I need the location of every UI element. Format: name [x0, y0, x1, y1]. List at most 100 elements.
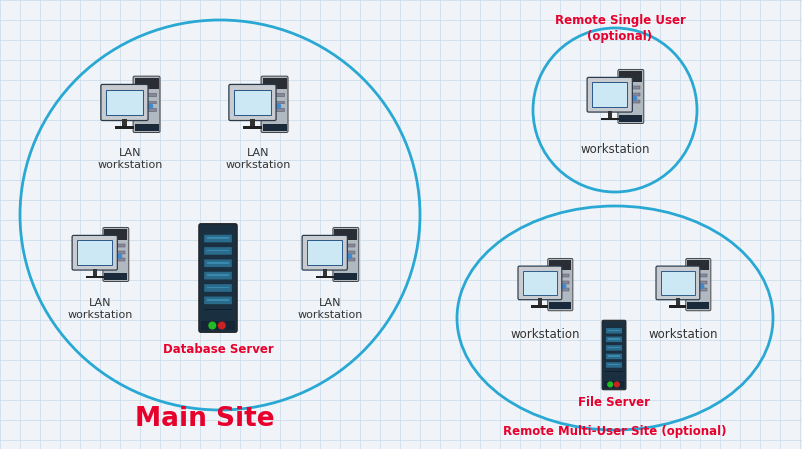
FancyBboxPatch shape	[135, 123, 158, 131]
Bar	[106, 90, 143, 115]
Bar	[107, 258, 124, 260]
Bar	[322, 269, 326, 276]
Bar	[250, 119, 254, 127]
Bar	[607, 110, 611, 118]
Bar	[669, 305, 686, 308]
FancyBboxPatch shape	[204, 247, 232, 255]
Bar	[137, 101, 156, 103]
FancyBboxPatch shape	[517, 266, 561, 299]
FancyBboxPatch shape	[606, 362, 622, 368]
Circle shape	[699, 284, 703, 288]
FancyBboxPatch shape	[655, 266, 699, 299]
FancyBboxPatch shape	[618, 71, 642, 82]
Bar	[689, 274, 706, 277]
FancyBboxPatch shape	[333, 228, 358, 282]
FancyBboxPatch shape	[135, 78, 158, 89]
FancyBboxPatch shape	[199, 224, 237, 332]
Circle shape	[561, 284, 565, 288]
Bar	[531, 305, 548, 308]
FancyBboxPatch shape	[262, 123, 286, 131]
Bar	[689, 288, 706, 291]
Bar	[206, 286, 229, 288]
Bar	[337, 258, 354, 260]
FancyBboxPatch shape	[549, 303, 571, 309]
Text: LAN
workstation: LAN workstation	[67, 298, 132, 321]
Bar	[265, 108, 283, 111]
Text: workstation: workstation	[509, 328, 579, 341]
FancyBboxPatch shape	[617, 70, 643, 123]
FancyBboxPatch shape	[687, 260, 708, 270]
Bar	[115, 127, 133, 129]
FancyBboxPatch shape	[547, 259, 572, 311]
FancyBboxPatch shape	[104, 273, 128, 280]
FancyBboxPatch shape	[229, 84, 276, 120]
Bar	[243, 127, 261, 129]
FancyBboxPatch shape	[101, 84, 148, 120]
Bar	[137, 108, 156, 111]
Circle shape	[631, 96, 636, 101]
Bar	[234, 90, 270, 115]
Bar	[107, 251, 124, 254]
FancyBboxPatch shape	[685, 259, 710, 311]
Text: Database Server: Database Server	[163, 343, 273, 356]
Text: File Server: File Server	[577, 396, 649, 409]
FancyBboxPatch shape	[602, 320, 626, 390]
Bar	[622, 86, 639, 88]
Text: Remote Single User
(optional): Remote Single User (optional)	[554, 14, 685, 43]
Bar	[551, 281, 568, 284]
FancyBboxPatch shape	[204, 260, 232, 267]
Bar	[206, 237, 229, 239]
Bar	[607, 339, 619, 340]
Bar	[206, 262, 229, 264]
FancyBboxPatch shape	[334, 229, 357, 239]
Bar	[622, 100, 639, 103]
Bar	[675, 298, 679, 305]
FancyBboxPatch shape	[104, 229, 128, 239]
FancyBboxPatch shape	[606, 354, 622, 359]
Text: LAN
workstation: LAN workstation	[297, 298, 363, 321]
Bar	[306, 240, 342, 265]
Bar	[605, 371, 622, 372]
FancyBboxPatch shape	[204, 235, 232, 242]
FancyBboxPatch shape	[72, 235, 117, 270]
Bar	[537, 298, 541, 305]
Bar	[77, 240, 112, 265]
Bar	[551, 274, 568, 277]
Bar	[122, 119, 127, 127]
FancyBboxPatch shape	[302, 235, 347, 270]
Bar	[337, 251, 354, 254]
Bar	[206, 299, 229, 301]
FancyBboxPatch shape	[586, 77, 631, 112]
Circle shape	[276, 104, 280, 109]
Bar	[337, 244, 354, 247]
Circle shape	[209, 322, 216, 329]
FancyBboxPatch shape	[200, 321, 235, 330]
Bar	[86, 276, 103, 278]
FancyBboxPatch shape	[204, 272, 232, 279]
Bar	[607, 364, 619, 365]
Bar	[315, 276, 333, 278]
Bar	[206, 274, 229, 276]
Bar	[137, 93, 156, 96]
Circle shape	[607, 382, 612, 387]
FancyBboxPatch shape	[687, 303, 708, 309]
Bar	[522, 271, 557, 295]
Bar	[551, 288, 568, 291]
Bar	[689, 281, 706, 284]
FancyBboxPatch shape	[133, 76, 160, 132]
Bar	[660, 271, 694, 295]
FancyBboxPatch shape	[204, 296, 232, 304]
FancyBboxPatch shape	[334, 273, 357, 280]
Bar	[607, 330, 619, 331]
Text: LAN
workstation: LAN workstation	[225, 148, 290, 171]
FancyBboxPatch shape	[262, 78, 286, 89]
Bar	[622, 93, 639, 96]
Text: workstation: workstation	[580, 143, 649, 156]
Bar	[204, 309, 232, 310]
Circle shape	[117, 254, 121, 259]
Bar	[607, 356, 619, 357]
Bar	[591, 83, 626, 107]
Text: LAN
workstation: LAN workstation	[97, 148, 163, 171]
Bar	[265, 101, 283, 103]
FancyBboxPatch shape	[549, 260, 571, 270]
